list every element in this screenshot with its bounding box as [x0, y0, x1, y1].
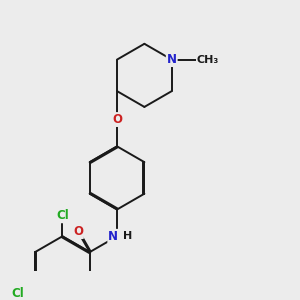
Text: CH₃: CH₃ [197, 55, 219, 64]
Text: H: H [124, 231, 133, 241]
Text: N: N [167, 53, 177, 66]
Text: O: O [73, 225, 83, 238]
Text: Cl: Cl [56, 209, 69, 222]
Text: N: N [108, 230, 118, 243]
Text: O: O [112, 113, 122, 126]
Text: Cl: Cl [11, 287, 24, 300]
